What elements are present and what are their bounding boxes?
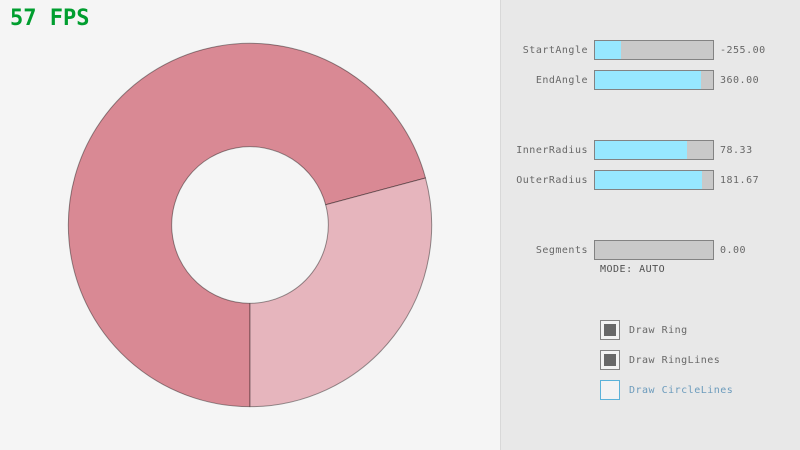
- slider-innerradius[interactable]: [594, 140, 714, 160]
- checkbox-box-draw-circlelines[interactable]: [600, 380, 620, 400]
- checkbox-label-draw-ringlines: Draw RingLines: [629, 354, 721, 366]
- slider-fill-endangle: [595, 71, 702, 89]
- checkmark-fill: [604, 324, 616, 336]
- slider-label-endangle: EndAngle: [535, 74, 588, 86]
- checkbox-box-draw-ringlines[interactable]: [600, 350, 620, 370]
- ring-overlap-sector: [67, 42, 427, 408]
- checkbox-label-draw-ring: Draw Ring: [629, 324, 688, 336]
- slider-label-segments: Segments: [535, 244, 588, 256]
- mode-status-text: MODE: AUTO: [600, 264, 666, 275]
- checkbox-box-draw-ring[interactable]: [600, 320, 620, 340]
- slider-label-outerradius: OuterRadius: [516, 174, 588, 186]
- checkbox-draw-ringlines[interactable]: Draw RingLines: [600, 350, 720, 370]
- slider-outerradius[interactable]: [594, 170, 714, 190]
- checkbox-label-draw-circlelines: Draw CircleLines: [629, 384, 734, 396]
- slider-fill-outerradius: [595, 171, 703, 189]
- slider-value-startangle: -255.00: [720, 44, 766, 56]
- slider-label-startangle: StartAngle: [522, 44, 588, 56]
- drawing-canvas: 57 FPS: [10, 6, 433, 408]
- checkmark-fill: [604, 354, 616, 366]
- slider-row-innerradius: InnerRadius 78.33: [0, 140, 800, 160]
- checkbox-draw-circlelines[interactable]: Draw CircleLines: [600, 380, 733, 400]
- slider-row-segments: Segments 0.00: [0, 240, 800, 260]
- slider-fill-startangle: [595, 41, 621, 59]
- slider-segments[interactable]: [594, 240, 714, 260]
- slider-row-endangle: EndAngle 360.00: [0, 70, 800, 90]
- ring-drawing: [67, 42, 433, 408]
- fps-counter: 57 FPS: [10, 6, 90, 31]
- slider-value-innerradius: 78.33: [720, 144, 753, 156]
- slider-row-startangle: StartAngle -255.00: [0, 40, 800, 60]
- slider-fill-innerradius: [595, 141, 688, 159]
- slider-endangle[interactable]: [594, 70, 714, 90]
- checkbox-draw-ring[interactable]: Draw Ring: [600, 320, 688, 340]
- slider-value-segments: 0.00: [720, 244, 747, 256]
- slider-startangle[interactable]: [594, 40, 714, 60]
- slider-value-outerradius: 181.67: [720, 174, 760, 186]
- slider-row-outerradius: OuterRadius 181.67: [0, 170, 800, 190]
- ring-single-sector: [249, 177, 433, 408]
- slider-value-endangle: 360.00: [720, 74, 760, 86]
- slider-label-innerradius: InnerRadius: [516, 144, 588, 156]
